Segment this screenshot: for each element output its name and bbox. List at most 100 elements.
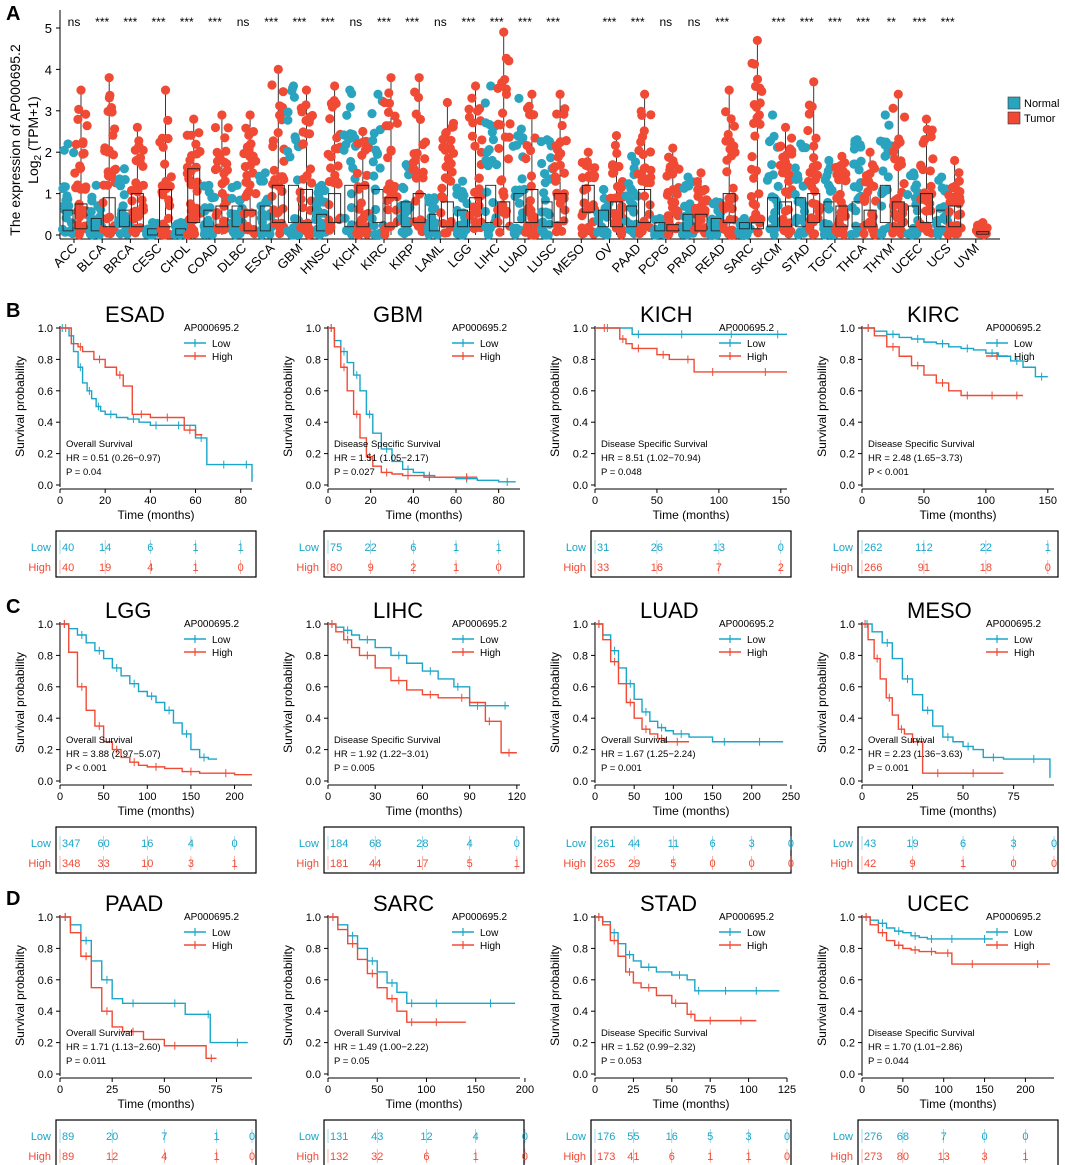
tumor-point — [76, 85, 86, 95]
tumor-point — [635, 228, 645, 239]
km-risk-value: 261 — [597, 838, 615, 850]
tumor-point — [305, 164, 316, 174]
tumor-point — [811, 133, 821, 143]
normal-point — [627, 223, 637, 233]
tumor-point — [950, 181, 960, 191]
km-risk-value: 9 — [368, 562, 374, 574]
normal-point — [283, 226, 293, 236]
km-risk-value: 265 — [597, 858, 615, 870]
normal-point — [937, 172, 947, 182]
normal-box — [738, 222, 750, 230]
tumor-box — [948, 205, 962, 228]
km-x-tick-label: 100 — [935, 1084, 953, 1096]
x-tick-label: READ — [692, 241, 728, 277]
tumor-point — [698, 186, 708, 196]
tumor-point — [134, 136, 144, 146]
normal-point — [628, 187, 638, 197]
normal-point — [486, 81, 496, 91]
km-y-tick-label: 0.4 — [840, 1006, 855, 1018]
km-legend-title: AP000695.2 — [184, 619, 239, 630]
tumor-point — [75, 163, 86, 173]
km-risk-value: 43 — [864, 838, 876, 850]
km-risk-value: 44 — [628, 838, 640, 850]
km-y-tick-label: 0.4 — [38, 417, 53, 429]
tumor-point — [638, 149, 648, 160]
km-risk-value: 276 — [864, 1131, 882, 1143]
tumor-point — [215, 152, 225, 162]
km-x-tick-label: 250 — [782, 791, 800, 803]
tumor-point — [804, 109, 814, 119]
km-risk-value: 112 — [915, 542, 933, 554]
normal-point — [790, 189, 800, 200]
legend-tumor-swatch — [1007, 111, 1021, 125]
km-p: P = 0.011 — [66, 1056, 106, 1067]
km-y-tick-label: 0.8 — [38, 943, 53, 955]
tumor-point — [440, 173, 450, 183]
km-y-tick-label: 0.8 — [840, 354, 855, 366]
km-curve-high — [60, 623, 252, 776]
normal-point — [283, 107, 293, 117]
km-x-tick-label: 25 — [906, 791, 918, 803]
km-xlabel: Time (months) — [920, 508, 997, 522]
tumor-point — [784, 229, 794, 239]
tumor-point — [726, 114, 736, 124]
tumor-point — [923, 223, 933, 233]
normal-point — [312, 228, 323, 239]
normal-point — [602, 212, 612, 222]
km-y-tick-label: 0.4 — [306, 417, 321, 429]
tumor-point — [729, 141, 739, 151]
normal-point — [61, 195, 71, 205]
km-risk-row-label: Low — [833, 1131, 853, 1143]
km-x-tick-label: 150 — [467, 1084, 485, 1096]
tumor-point — [867, 160, 878, 170]
km-risk-value: 176 — [597, 1131, 615, 1143]
significance-label: *** — [715, 15, 729, 29]
normal-point — [69, 148, 79, 158]
tumor-point — [722, 167, 732, 177]
km-risk-row-label: High — [28, 562, 51, 574]
km-risk-value: 1 — [238, 542, 244, 554]
normal-point — [878, 137, 888, 147]
normal-point — [346, 156, 356, 167]
km-risk-value: 28 — [416, 838, 428, 850]
normal-point — [856, 156, 866, 166]
tumor-point — [107, 107, 117, 117]
km-p: P = 0.005 — [334, 763, 375, 774]
tumor-point — [610, 193, 620, 203]
normal-point — [176, 217, 186, 228]
tumor-point — [267, 80, 277, 90]
km-risk-value: 6 — [147, 542, 153, 554]
tumor-point — [438, 218, 448, 229]
normal-point — [538, 219, 548, 229]
km-y-tick-label: 0.4 — [306, 1006, 321, 1018]
km-title: LIHC — [373, 598, 423, 623]
km-x-tick-label: 0 — [57, 495, 63, 507]
normal-box — [654, 222, 666, 232]
tumor-point — [251, 189, 261, 199]
km-legend-label-high: High — [1014, 941, 1035, 952]
x-tick-label: HNSC — [297, 241, 334, 278]
km-x-tick-label: 0 — [57, 1084, 63, 1096]
normal-point — [481, 118, 491, 128]
km-risk-value: 3 — [746, 1131, 752, 1143]
tumor-point — [921, 114, 932, 124]
tumor-point — [163, 133, 173, 144]
tumor-point — [724, 85, 734, 95]
tumor-point — [353, 139, 363, 149]
tumor-point — [392, 118, 402, 128]
normal-point — [767, 110, 778, 120]
tumor-point — [268, 141, 278, 152]
tumor-point — [132, 122, 142, 132]
km-x-tick-label: 60 — [450, 495, 462, 507]
km-hr: HR = 2.48 (1.65−3.73) — [868, 453, 963, 464]
tumor-point — [633, 169, 643, 179]
normal-point — [877, 229, 887, 239]
tumor-point — [74, 104, 84, 115]
km-x-tick-label: 50 — [98, 791, 110, 803]
tumor-point — [804, 100, 814, 110]
tumor-point — [245, 152, 255, 162]
normal-point — [767, 192, 777, 202]
tumor-point — [499, 27, 509, 37]
y-tick-label: 4 — [45, 62, 52, 77]
